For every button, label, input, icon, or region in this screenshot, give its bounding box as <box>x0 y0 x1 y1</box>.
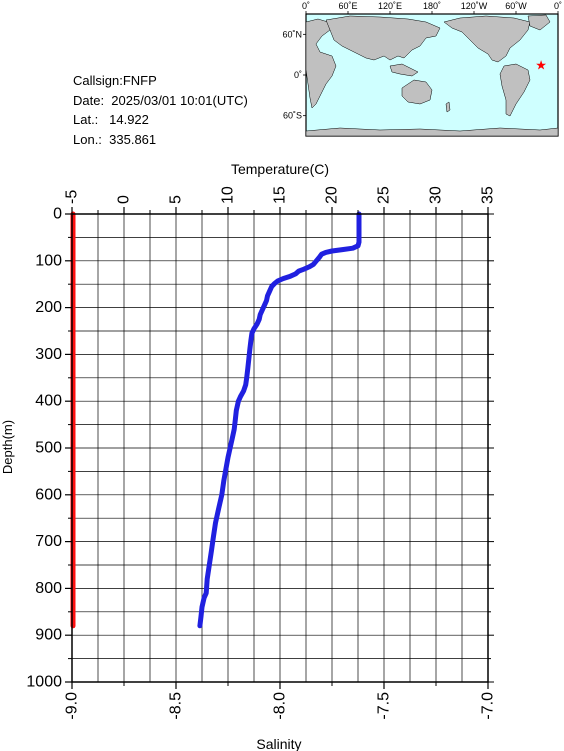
left-tick-label: 400 <box>35 393 62 410</box>
top-axis: -5 0 5 10 15 20 25 30 35 <box>64 186 497 214</box>
station-info: Callsign:FNFP Date: 2025/03/01 10:01(UTC… <box>73 71 248 149</box>
left-tick-label: 300 <box>35 346 62 363</box>
grid <box>71 213 489 683</box>
bottom-tick-label: -7.0 <box>480 692 497 720</box>
map-top-label: 60˚E <box>338 1 357 11</box>
map-top-labels: 0˚ 60˚E 120˚E 180˚ 120˚W 60˚W 0˚ <box>302 1 562 11</box>
land-greenland <box>527 14 551 31</box>
top-tick-label: 15 <box>272 186 289 204</box>
map-left-labels: 60˚N 0˚ 60˚S <box>282 29 302 120</box>
map-left-label: 60˚S <box>283 111 302 121</box>
land-south-america <box>499 63 531 117</box>
top-tick-label: 5 <box>168 195 185 204</box>
left-tick-label: 200 <box>35 299 62 316</box>
series-layer <box>70 211 362 629</box>
top-tick-label: 25 <box>376 186 393 204</box>
map-top-label: 0˚ <box>302 1 310 11</box>
longitude-text: Lon.: 335.861 <box>73 131 157 147</box>
latitude-text: Lat.: 14.922 <box>73 112 149 127</box>
bottom-tick-label: -9.0 <box>64 692 81 720</box>
left-tick-label: 1000 <box>26 674 62 691</box>
top-axis-label: Temperature(C) <box>231 161 329 177</box>
top-tick-label: 35 <box>480 186 497 204</box>
temperature-series <box>197 211 362 629</box>
left-tick-label: 900 <box>35 627 62 644</box>
left-tick-label: 700 <box>35 533 62 550</box>
bottom-axis-label: Salinity <box>256 736 301 751</box>
left-axis: 0 100 200 300 400 500 600 700 800 900 1000 <box>26 206 494 691</box>
map-top-label: 120˚W <box>461 1 488 11</box>
map-ticks <box>303 11 559 117</box>
top-tick-label: 30 <box>428 186 445 204</box>
left-tick-label: 500 <box>35 440 62 457</box>
left-tick-label: 600 <box>35 486 62 503</box>
top-tick-label: 10 <box>220 186 237 204</box>
left-tick-label: 800 <box>35 580 62 597</box>
top-tick-label: -5 <box>64 190 81 204</box>
land-indonesia <box>389 63 419 77</box>
world-map: 0˚ 60˚E 120˚E 180˚ 120˚W 60˚W 0˚ 60˚N 0˚ 60˚S ★ <box>282 1 562 137</box>
top-tick-label: 0 <box>116 195 133 204</box>
date-text: Date: 2025/03/01 10:01(UTC) <box>73 92 248 108</box>
left-tick-label: 100 <box>35 252 62 269</box>
map-top-label: 60˚W <box>505 1 527 11</box>
land-newzealand <box>445 101 451 113</box>
bottom-tick-label: -7.5 <box>376 692 393 720</box>
map-left-label: 60˚N <box>282 29 302 39</box>
land-australia <box>401 79 433 105</box>
map-top-label: 0˚ <box>554 1 562 11</box>
top-tick-label: 20 <box>324 186 341 204</box>
map-land <box>305 14 559 137</box>
callsign-text: Callsign:FNFP <box>73 73 157 88</box>
land-antarctica <box>305 127 559 137</box>
land-north-america <box>443 15 531 63</box>
bottom-tick-label: -8.0 <box>272 692 289 720</box>
bottom-axis: -9.0 -8.5 -8.0 -7.5 -7.0 <box>64 682 497 720</box>
y-axis-label: Depth(m) <box>0 420 15 474</box>
land-asia <box>325 15 441 61</box>
map-top-label: 120˚E <box>378 1 402 11</box>
bottom-tick-label: -8.5 <box>168 692 185 720</box>
left-tick-label: 0 <box>53 206 62 223</box>
map-left-label: 0˚ <box>294 70 302 80</box>
station-marker: ★ <box>535 57 547 72</box>
map-top-label: 180˚ <box>423 1 441 11</box>
